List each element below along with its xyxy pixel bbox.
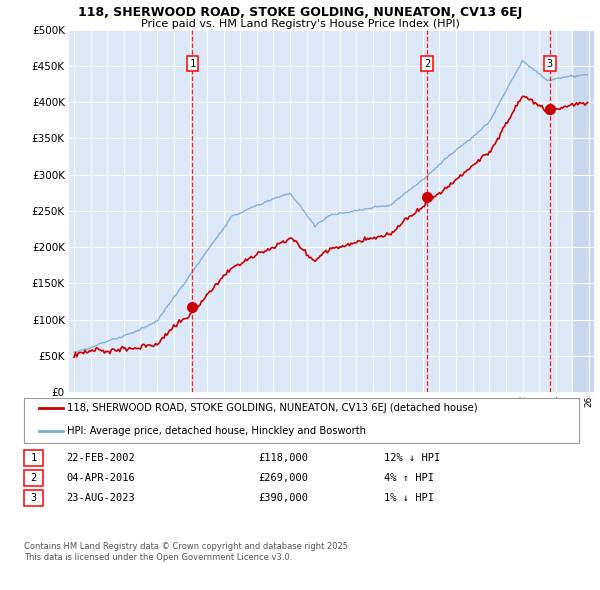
Text: 118, SHERWOOD ROAD, STOKE GOLDING, NUNEATON, CV13 6EJ (detached house): 118, SHERWOOD ROAD, STOKE GOLDING, NUNEA… xyxy=(67,404,478,413)
Text: 118, SHERWOOD ROAD, STOKE GOLDING, NUNEATON, CV13 6EJ: 118, SHERWOOD ROAD, STOKE GOLDING, NUNEA… xyxy=(78,6,522,19)
Text: 1% ↓ HPI: 1% ↓ HPI xyxy=(384,493,434,503)
Text: 3: 3 xyxy=(31,493,37,503)
Text: £118,000: £118,000 xyxy=(258,453,308,463)
Text: 1: 1 xyxy=(31,453,37,463)
Text: 23-AUG-2023: 23-AUG-2023 xyxy=(66,493,135,503)
Text: 4% ↑ HPI: 4% ↑ HPI xyxy=(384,473,434,483)
Text: Price paid vs. HM Land Registry's House Price Index (HPI): Price paid vs. HM Land Registry's House … xyxy=(140,19,460,29)
Text: £269,000: £269,000 xyxy=(258,473,308,483)
Text: 1: 1 xyxy=(190,58,196,68)
Text: 3: 3 xyxy=(547,58,553,68)
Text: 12% ↓ HPI: 12% ↓ HPI xyxy=(384,453,440,463)
Text: Contains HM Land Registry data © Crown copyright and database right 2025.
This d: Contains HM Land Registry data © Crown c… xyxy=(24,542,350,562)
Bar xyxy=(572,30,594,392)
Bar xyxy=(572,30,594,392)
Text: 04-APR-2016: 04-APR-2016 xyxy=(66,473,135,483)
Text: 2: 2 xyxy=(31,473,37,483)
Text: 2: 2 xyxy=(424,58,430,68)
Text: 22-FEB-2002: 22-FEB-2002 xyxy=(66,453,135,463)
Text: £390,000: £390,000 xyxy=(258,493,308,503)
Text: HPI: Average price, detached house, Hinckley and Bosworth: HPI: Average price, detached house, Hinc… xyxy=(67,426,366,435)
